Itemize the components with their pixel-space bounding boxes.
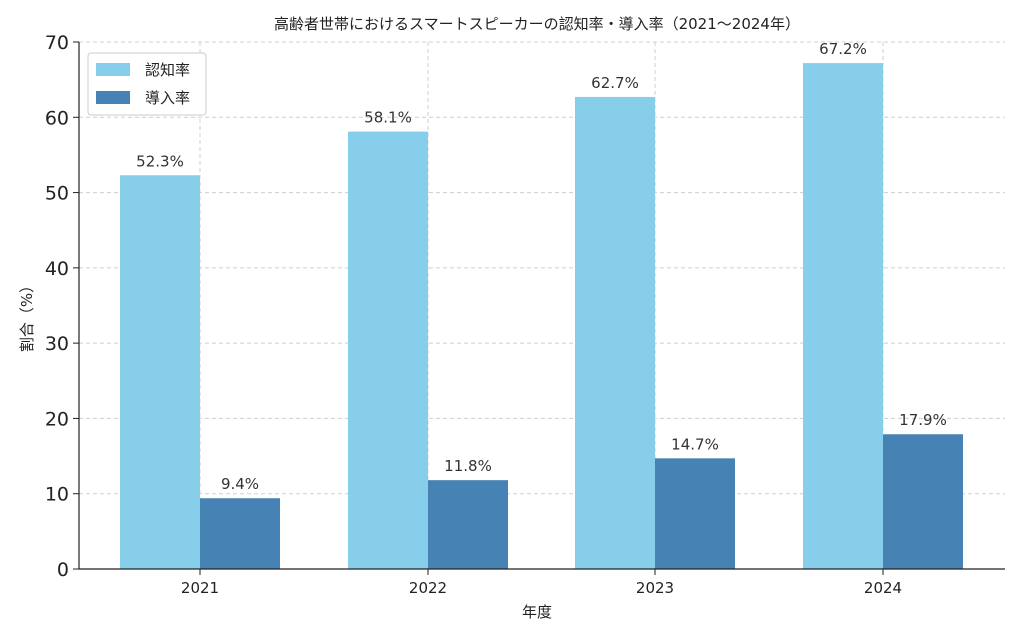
x-tick-label: 2023 [636,579,674,597]
x-tick-label: 2022 [409,579,447,597]
bar-awareness [348,131,428,569]
data-label: 62.7% [591,74,639,92]
bar-awareness [575,96,655,570]
y-tick-label: 20 [45,408,69,430]
legend: 認知率 導入率 [87,52,207,116]
grid [79,41,1005,569]
bar-adoption [655,458,735,569]
bar-adoption [428,480,508,569]
y-tick-label: 40 [45,258,69,280]
data-label: 58.1% [364,109,412,127]
y-axis-title: 割合（%） [18,278,36,352]
data-label: 52.3% [136,152,184,170]
bar-adoption [200,498,280,569]
data-label: 17.9% [899,411,947,429]
data-label: 9.4% [221,475,259,493]
x-tick-label: 2021 [181,579,219,597]
x-tick-label: 2024 [864,579,902,597]
axes: 0 10 20 30 40 50 60 70 2021 2022 2023 2024 [45,32,1005,597]
data-label: 11.8% [444,457,492,475]
data-label: 67.2% [819,40,867,58]
legend-swatch-awareness [96,63,130,76]
data-label: 14.7% [671,435,719,453]
bars [120,63,963,570]
bar-awareness [120,175,200,569]
y-tick-label: 30 [45,333,69,355]
y-tick-label: 60 [45,107,69,129]
legend-label-adoption: 導入率 [145,89,190,107]
chart-title: 高齢者世帯におけるスマートスピーカーの認知率・導入率（2021〜2024年） [274,15,800,33]
y-tick-label: 50 [45,183,69,205]
legend-label-awareness: 認知率 [145,61,190,79]
y-tick-label: 0 [57,559,69,581]
x-axis-title: 年度 [522,603,552,621]
bar-adoption [883,434,963,569]
legend-swatch-adoption [96,91,130,104]
data-labels: 52.3% 58.1% 62.7% 67.2% 9.4% 11.8% 14.7% 17.9% [136,40,947,493]
y-tick-label: 10 [45,484,69,506]
y-tick-label: 70 [45,32,69,54]
bar-awareness [803,63,883,570]
